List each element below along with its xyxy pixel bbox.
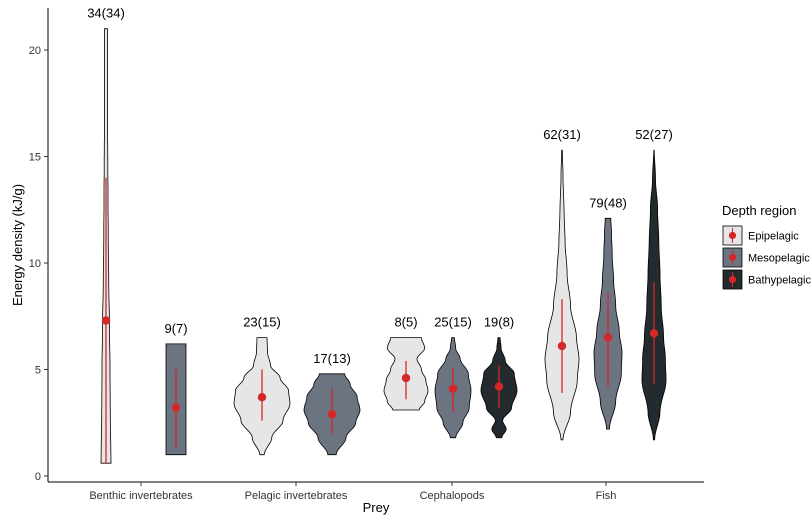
sample-count-label: 23(15) bbox=[243, 315, 281, 330]
legend-label: Mesopelagic bbox=[748, 253, 810, 265]
sample-count-label: 52(27) bbox=[635, 127, 673, 142]
x-tick-label: Pelagic invertebrates bbox=[245, 490, 348, 502]
legend-item-epipelagic: Epipelagic bbox=[722, 225, 799, 246]
mean-point bbox=[101, 316, 111, 325]
sample-count-label: 19(8) bbox=[484, 315, 514, 330]
sample-count-label: 9(7) bbox=[164, 321, 187, 336]
y-axis-ticks: 0 5 10 15 20 bbox=[29, 45, 48, 483]
sample-count-label: 17(13) bbox=[313, 351, 351, 366]
mean-point bbox=[494, 382, 504, 391]
mean-point bbox=[448, 384, 458, 393]
x-tick-label: Cephalopods bbox=[420, 490, 485, 502]
legend-item-mesopelagic: Mesopelagic bbox=[722, 247, 810, 268]
mean-point bbox=[257, 392, 267, 402]
mean-point bbox=[171, 403, 181, 413]
y-tick-label: 0 bbox=[35, 471, 41, 483]
legend: Depth region Epipelagic Mesopelagic Bathyp… bbox=[722, 203, 811, 290]
x-axis-ticks: Benthic invertebrates Pelagic invertebrat… bbox=[89, 482, 616, 502]
mean-point bbox=[649, 329, 659, 338]
sample-count-label: 8(5) bbox=[394, 315, 417, 330]
mean-point bbox=[327, 410, 337, 419]
legend-item-bathypelagic: Bathypelagic bbox=[722, 269, 811, 290]
x-tick-label: Benthic invertebrates bbox=[89, 490, 193, 502]
legend-title: Depth region bbox=[722, 203, 796, 218]
plot-area: 34(34) 9(7) 23(15) 17(13) 8(5) 25(15) 19(8) 62(… bbox=[87, 6, 673, 464]
y-axis-title: Energy density (kJ/g) bbox=[10, 184, 25, 306]
y-tick-label: 5 bbox=[35, 365, 41, 377]
sample-count-label: 34(34) bbox=[87, 6, 125, 21]
legend-label: Epipelagic bbox=[748, 231, 799, 243]
violin-epipelagic bbox=[544, 149, 580, 441]
sample-count-label: 79(48) bbox=[589, 195, 627, 210]
mean-point bbox=[401, 373, 411, 383]
y-tick-label: 15 bbox=[29, 152, 41, 164]
mean-point bbox=[603, 333, 613, 342]
mean-point bbox=[557, 341, 567, 351]
y-tick-label: 10 bbox=[29, 258, 41, 270]
sample-count-label: 62(31) bbox=[543, 127, 581, 142]
sample-count-label: 25(15) bbox=[434, 315, 472, 330]
legend-items: Epipelagic Mesopelagic Bathypelagic bbox=[722, 225, 811, 290]
legend-label: Bathypelagic bbox=[748, 275, 811, 287]
x-axis-title: Prey bbox=[363, 500, 390, 515]
y-tick-label: 20 bbox=[29, 45, 41, 57]
x-tick-label: Fish bbox=[596, 490, 617, 502]
